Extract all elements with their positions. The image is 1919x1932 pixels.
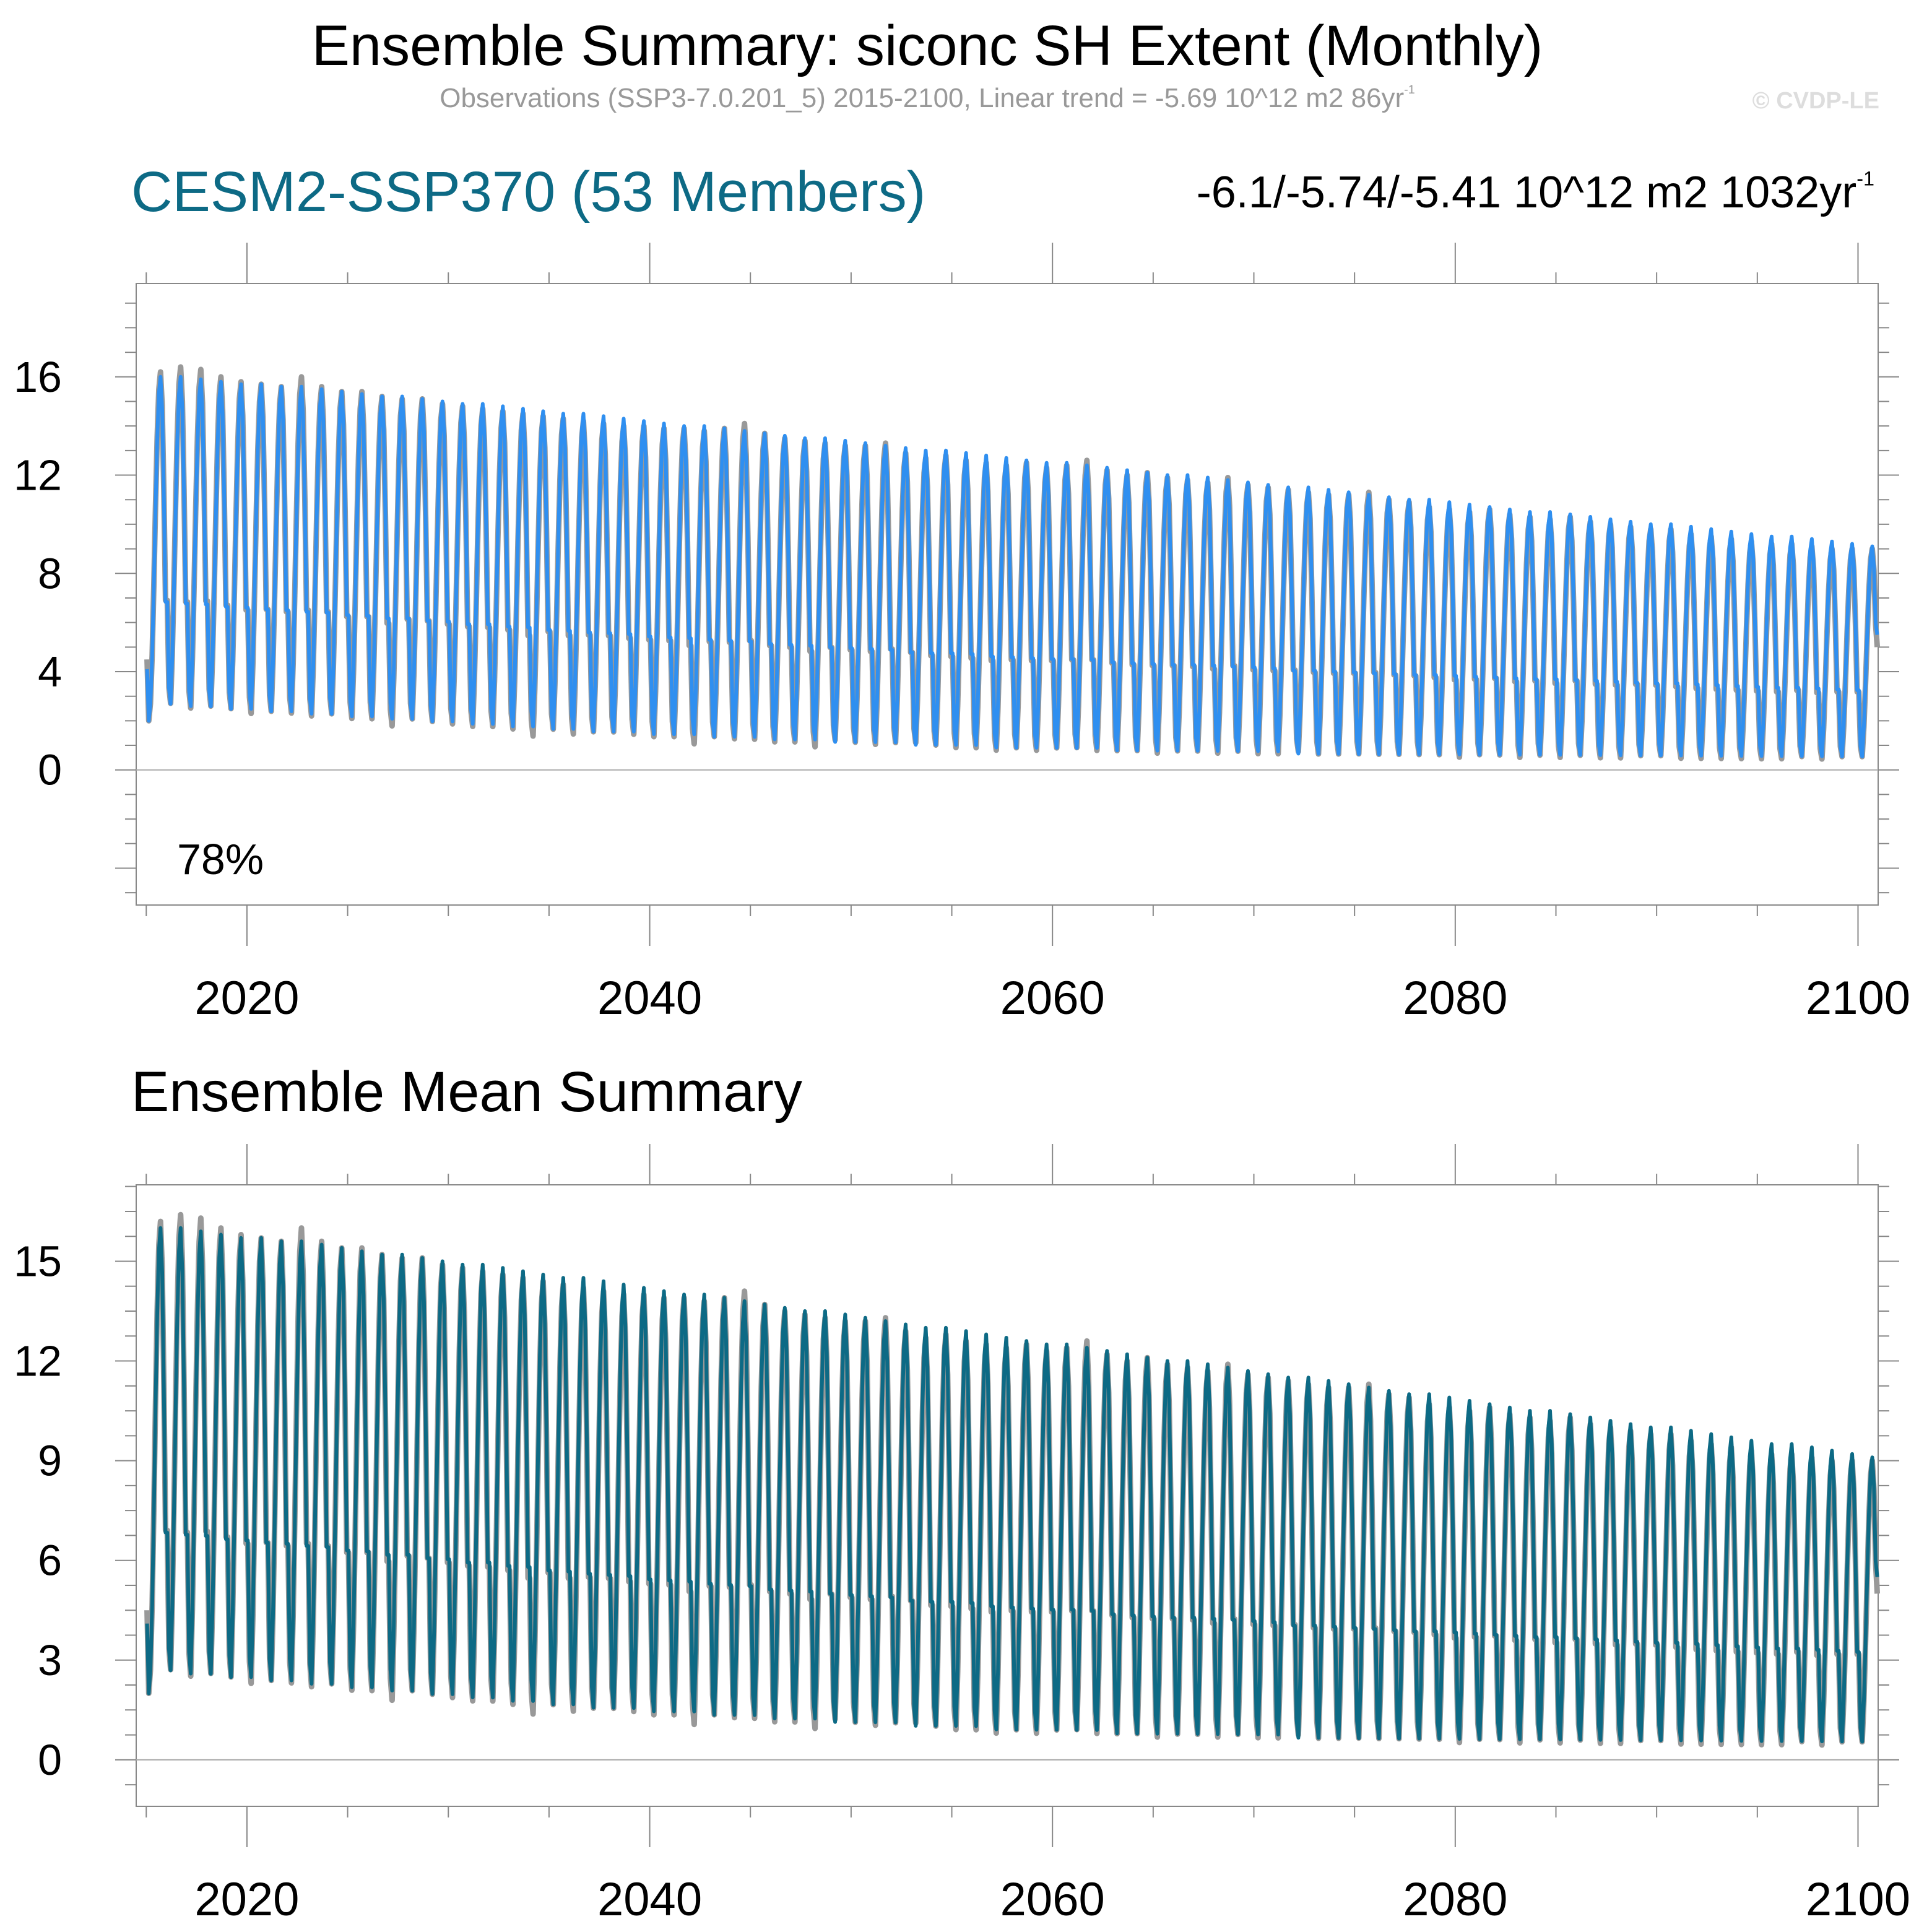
bottom-frame	[136, 1184, 1879, 1807]
top-panel: 0 4 8 12 16 2020 2040 2060 2080 2100 78%	[14, 243, 1910, 1024]
top-panel-annotation: 78%	[177, 835, 264, 883]
top-ytick-label: 4	[38, 648, 62, 696]
top-ytick-label: 8	[38, 549, 62, 597]
top-ytick-label: 0	[38, 746, 62, 794]
top-xtick-label: 2100	[1806, 972, 1910, 1024]
bottom-ytick-label: 0	[38, 1736, 62, 1784]
top-ytick-label: 12	[14, 451, 62, 500]
top-xtick-label: 2020	[194, 972, 299, 1024]
subtitle-text: Observations (SSP3-7.0.201_5) 2015-2100,…	[440, 83, 1405, 113]
top-ytick-label: 16	[14, 353, 62, 401]
bottom-ytick-label: 9	[38, 1437, 62, 1485]
subtitle: Observations (SSP3-7.0.201_5) 2015-2100,…	[0, 83, 1855, 114]
bottom-panel-title: Ensemble Mean Summary	[131, 1060, 802, 1124]
main-title: Ensemble Summary: siconc SH Extent (Mont…	[311, 14, 1543, 77]
top-panel-trend-range: -6.1/-5.74/-5.41 10^12 m2 1032yr-1	[1197, 167, 1874, 218]
top-xtick-label: 2060	[1000, 972, 1105, 1024]
bottom-ytick-label: 15	[14, 1237, 62, 1285]
subtitle-superscript: -1	[1404, 83, 1415, 97]
bottom-xtick-label: 2080	[1403, 1873, 1507, 1926]
bottom-panel: 0 3 6 9 12 15 2020 2040 2060 2080 2100	[14, 1144, 1910, 1926]
bottom-ytick-label: 3	[38, 1636, 62, 1684]
top-frame	[136, 283, 1879, 906]
bottom-xtick-label: 2020	[194, 1873, 299, 1926]
bottom-ytick-label: 6	[38, 1536, 62, 1585]
bottom-xtick-label: 2040	[597, 1873, 702, 1926]
top-xtick-label: 2040	[597, 972, 702, 1024]
ensemble-member-line	[145, 375, 1879, 759]
top-panel-title: CESM2-SSP370 (53 Members)	[131, 160, 926, 223]
ensemble-mean-line	[145, 1226, 1879, 1744]
top-xtick-label: 2080	[1403, 972, 1507, 1024]
trend-range-superscript: -1	[1856, 167, 1874, 190]
bottom-xtick-label: 2100	[1806, 1873, 1910, 1926]
bottom-xtick-label: 2060	[1000, 1873, 1105, 1926]
bottom-ytick-label: 12	[14, 1337, 62, 1385]
watermark: © CVDP-LE	[1752, 88, 1879, 114]
trend-range-text: -6.1/-5.74/-5.41 10^12 m2 1032yr	[1196, 168, 1857, 217]
